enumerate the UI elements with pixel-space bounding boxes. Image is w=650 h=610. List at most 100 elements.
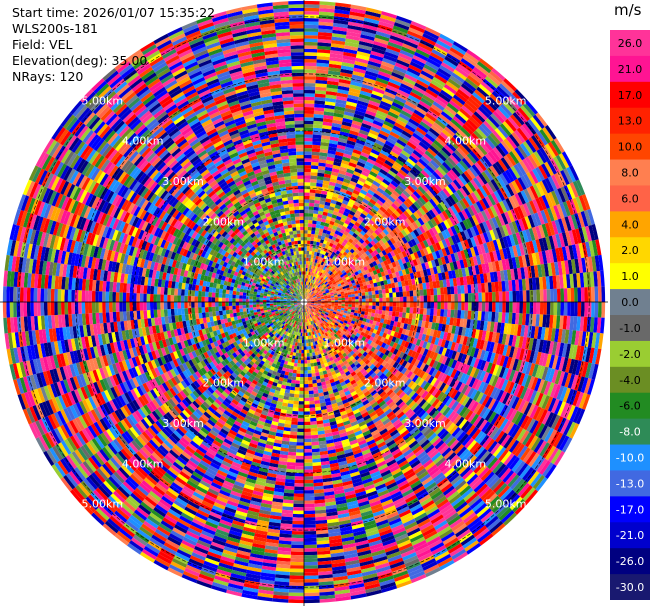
velocity-gate <box>333 19 349 25</box>
velocity-gate <box>338 169 347 176</box>
velocity-gate <box>323 176 331 182</box>
velocity-gate <box>443 286 448 295</box>
velocity-gate <box>338 220 345 226</box>
velocity-gate <box>381 289 386 294</box>
velocity-gate <box>386 297 390 302</box>
velocity-gate <box>386 84 399 93</box>
velocity-gate <box>391 311 396 317</box>
velocity-gate <box>385 293 390 298</box>
velocity-gate <box>320 261 325 266</box>
velocity-gate <box>387 111 399 120</box>
velocity-gate <box>377 171 387 179</box>
velocity-gate <box>311 148 321 153</box>
velocity-gate <box>597 302 602 318</box>
velocity-gate <box>304 103 315 108</box>
velocity-gate <box>330 50 344 56</box>
velocity-gate <box>388 310 393 316</box>
velocity-gate <box>406 296 411 302</box>
velocity-gate <box>485 292 489 302</box>
velocity-gate <box>354 110 366 117</box>
velocity-gate <box>409 296 414 302</box>
velocity-gate <box>304 55 317 60</box>
velocity-gate <box>328 67 341 73</box>
velocity-gate <box>332 164 341 170</box>
velocity-gate <box>305 274 307 279</box>
velocity-gate <box>306 278 308 282</box>
velocity-gate <box>360 151 370 159</box>
velocity-gate <box>358 176 367 184</box>
velocity-gate <box>324 251 329 257</box>
velocity-gate <box>304 295 306 299</box>
velocity-gate <box>318 253 323 258</box>
velocity-gate <box>304 148 313 152</box>
velocity-gate <box>348 198 356 205</box>
velocity-gate <box>410 135 421 145</box>
velocity-gate <box>391 128 402 137</box>
velocity-gate <box>413 51 429 62</box>
velocity-gate <box>346 168 355 175</box>
velocity-gate <box>339 72 353 78</box>
velocity-gate <box>323 173 332 179</box>
velocity-gate <box>474 292 479 302</box>
velocity-gate <box>400 46 416 56</box>
velocity-gate <box>309 185 317 190</box>
velocity-gate <box>371 290 376 295</box>
velocity-gate <box>395 306 400 313</box>
velocity-gate <box>337 141 347 147</box>
velocity-gate <box>309 290 313 294</box>
velocity-gate <box>346 28 362 35</box>
velocity-gate <box>347 136 357 143</box>
velocity-gate <box>478 292 482 302</box>
velocity-gate <box>304 76 316 80</box>
velocity-gate <box>364 308 369 313</box>
velocity-gate <box>314 96 326 102</box>
velocity-gate <box>420 70 435 80</box>
velocity-gate <box>307 226 312 231</box>
velocity-gate <box>305 281 308 286</box>
velocity-gate <box>397 116 409 125</box>
velocity-gate <box>398 286 403 292</box>
velocity-gate <box>361 210 369 217</box>
velocity-gate <box>308 271 311 276</box>
velocity-gate <box>313 389 319 394</box>
velocity-gate <box>312 258 316 263</box>
velocity-gate <box>317 169 325 174</box>
velocity-gate <box>304 295 307 299</box>
velocity-gate <box>355 139 366 146</box>
velocity-gate <box>304 161 312 166</box>
velocity-gate <box>384 159 394 168</box>
velocity-gate <box>311 151 320 156</box>
velocity-gate <box>451 44 467 56</box>
velocity-gate <box>304 7 320 12</box>
velocity-gate <box>430 295 435 302</box>
velocity-gate <box>495 291 500 302</box>
velocity-gate <box>327 253 332 258</box>
velocity-gate <box>304 213 309 217</box>
velocity-gate <box>321 243 327 248</box>
velocity-gate <box>350 207 358 214</box>
velocity-gate <box>304 247 307 251</box>
velocity-gate <box>325 90 338 96</box>
velocity-gate <box>355 296 359 300</box>
velocity-gate <box>330 132 340 138</box>
velocity-gate <box>395 158 405 167</box>
velocity-gate <box>313 117 324 122</box>
velocity-gate <box>363 164 373 171</box>
velocity-gate <box>307 288 309 293</box>
velocity-gate <box>447 294 452 302</box>
velocity-gate <box>381 146 392 154</box>
velocity-gate <box>361 186 370 193</box>
velocity-gate <box>309 264 312 269</box>
velocity-gate <box>580 302 585 317</box>
velocity-gate <box>343 196 350 202</box>
velocity-gate <box>317 165 326 171</box>
velocity-gate <box>365 10 382 18</box>
velocity-gate <box>449 47 465 59</box>
velocity-gate <box>305 291 307 296</box>
velocity-gate <box>350 7 366 15</box>
velocity-gate <box>329 139 339 145</box>
velocity-gate <box>308 257 311 262</box>
velocity-gate <box>395 287 400 293</box>
velocity-gate <box>408 64 423 74</box>
velocity-gate <box>331 214 338 219</box>
